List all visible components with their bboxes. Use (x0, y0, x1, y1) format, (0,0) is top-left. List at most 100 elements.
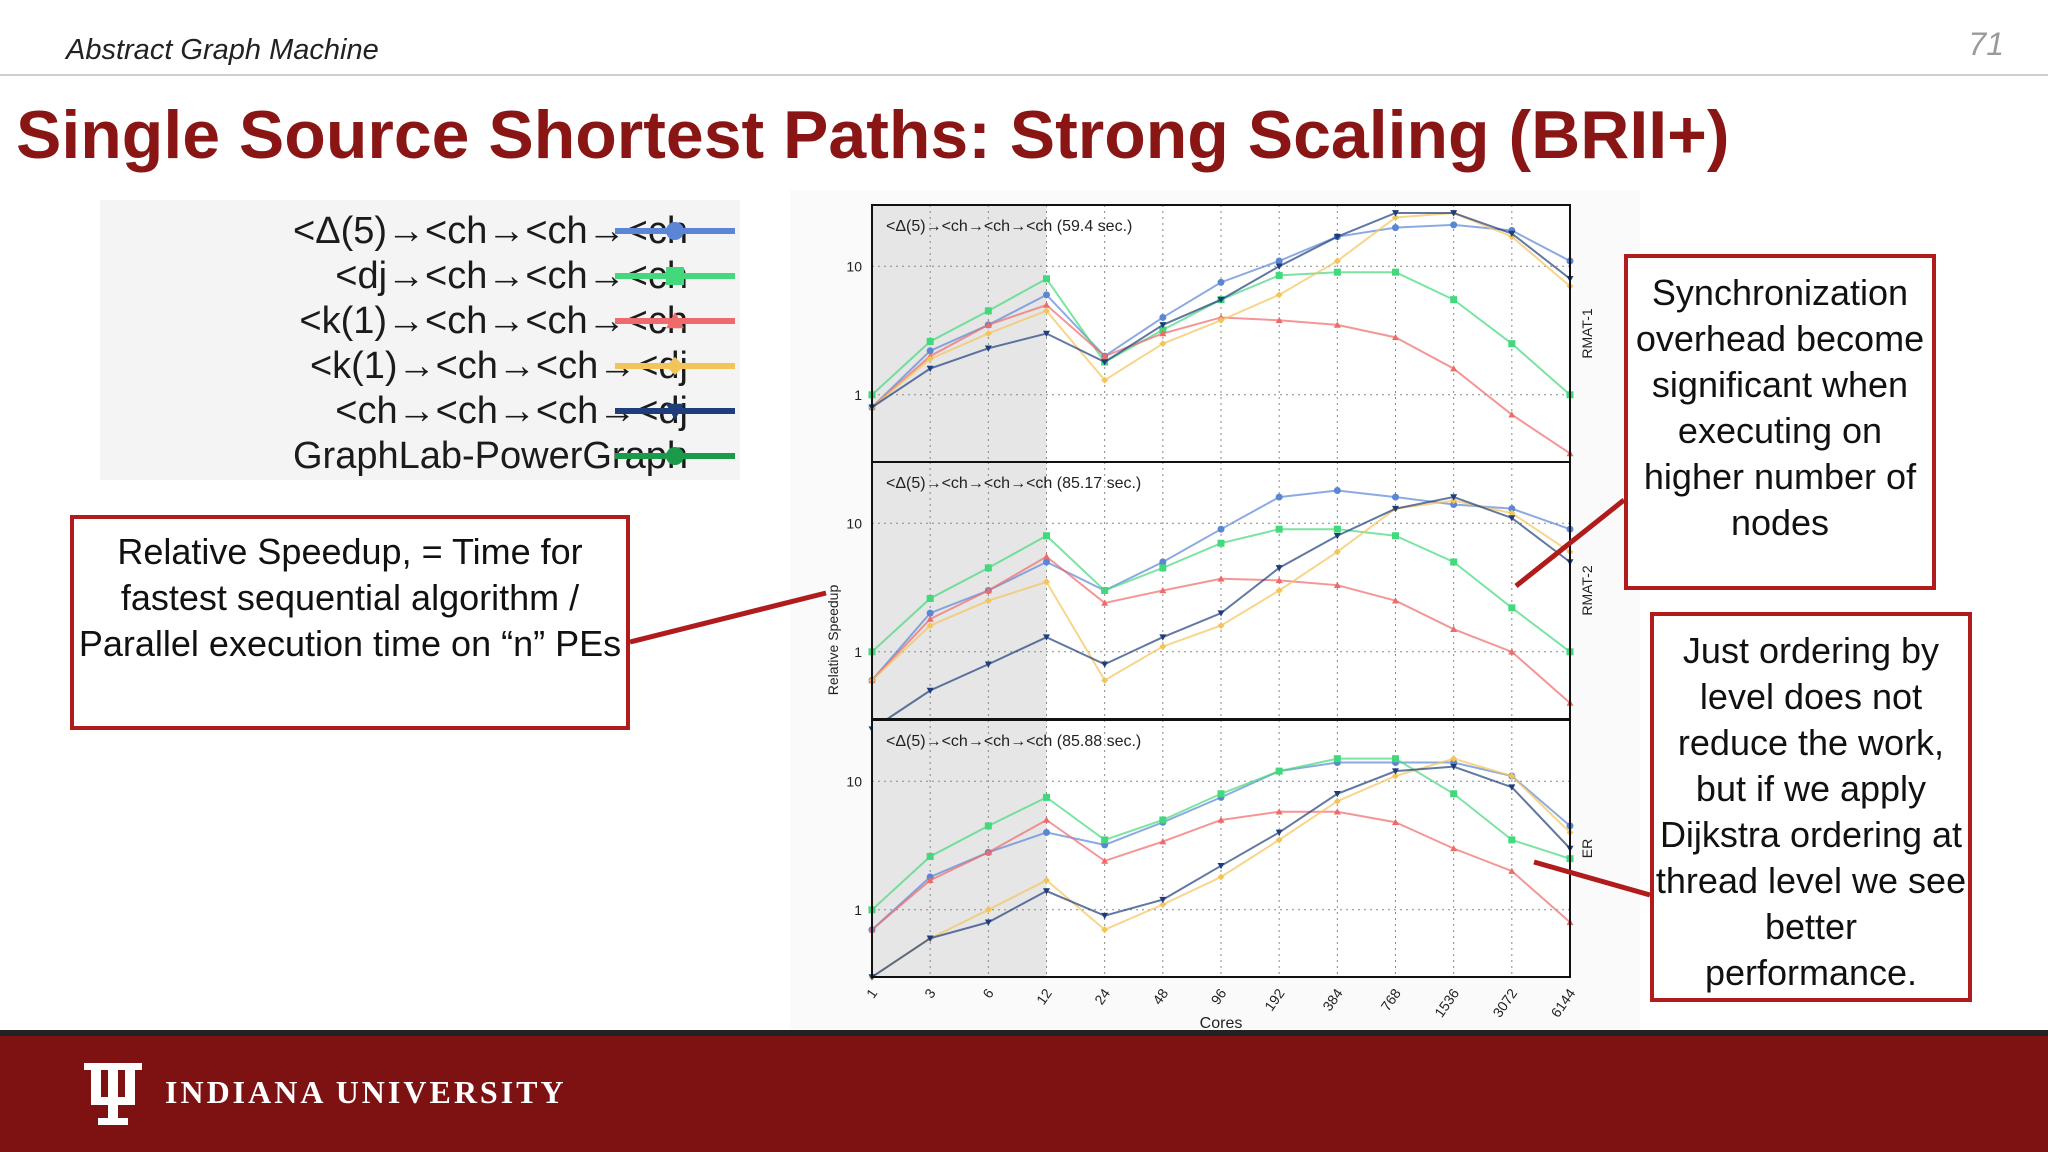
chart-legend: <Δ(5)→<ch→<ch→<ch <dj→<ch→<ch→<ch <k(1)→<c… (100, 200, 740, 480)
chart-panel-rmat-1: 1 10 <Δ(5)→<ch→<ch→<ch (59.4 sec.) RMAT-1 (846, 204, 1595, 463)
data-point (1333, 548, 1341, 556)
data-point (1450, 221, 1458, 229)
legend-marker (666, 447, 684, 465)
sync-callout: Synchronization overhead become signific… (1624, 254, 1936, 590)
shaded-region (872, 205, 1047, 462)
data-point (1450, 497, 1458, 505)
data-point (1159, 558, 1167, 566)
y-tick-label: 1 (854, 644, 862, 660)
data-point (1159, 896, 1167, 904)
deck-subtitle: Abstract Graph Machine (66, 34, 379, 66)
data-point (1043, 793, 1050, 801)
data-point (1333, 487, 1341, 495)
data-point (1159, 322, 1167, 329)
page-number: 71 (1968, 26, 2004, 62)
data-point (1392, 224, 1399, 232)
x-tick-label: 24 (1091, 985, 1113, 1007)
data-point (1275, 836, 1283, 844)
data-point (926, 687, 934, 694)
panel-label: RMAT-2 (1579, 565, 1595, 616)
data-point (1508, 772, 1516, 780)
data-point (1392, 597, 1399, 604)
x-tick-label: 1 (863, 985, 881, 1001)
shaded-region (872, 720, 1047, 977)
data-point (1159, 587, 1167, 594)
data-point (984, 564, 992, 572)
data-point (1043, 301, 1050, 308)
data-point (984, 919, 992, 926)
data-point (1043, 578, 1050, 586)
data-point (1275, 316, 1283, 324)
data-point (1333, 581, 1341, 588)
data-point (1217, 525, 1225, 533)
data-point (1043, 307, 1050, 315)
data-point (1333, 257, 1341, 265)
legend-swatch (615, 222, 735, 240)
data-point (1159, 642, 1167, 650)
data-point (1392, 532, 1399, 540)
data-point (1043, 330, 1050, 337)
data-point (926, 347, 934, 355)
legend-swatch (615, 357, 735, 375)
data-point (1508, 836, 1516, 844)
data-point (1333, 808, 1341, 815)
data-point (1217, 575, 1225, 582)
legend-marker (666, 403, 684, 420)
data-point (1333, 790, 1341, 798)
data-point (1450, 845, 1458, 852)
data-point (1275, 767, 1283, 775)
data-point (1275, 291, 1283, 299)
data-point (1508, 411, 1516, 418)
panel-annotation: <Δ(5)→<ch→<ch→<ch (85.88 sec.) (886, 733, 1141, 750)
data-point (1508, 867, 1516, 874)
data-point (1217, 278, 1225, 286)
data-point (1159, 900, 1167, 908)
data-point (1333, 797, 1341, 805)
panel-label: ER (1579, 839, 1595, 858)
legend-marker (666, 312, 684, 329)
data-point (1275, 271, 1283, 279)
data-point (1333, 268, 1341, 276)
data-point (1450, 755, 1458, 763)
data-point (1508, 505, 1516, 513)
x-tick-label: 96 (1207, 985, 1229, 1007)
data-point (1392, 333, 1399, 341)
data-point (926, 622, 934, 630)
data-point (926, 615, 934, 622)
data-point (1217, 622, 1225, 630)
data-point (1392, 505, 1399, 513)
data-point (1159, 313, 1167, 321)
data-point (1043, 876, 1050, 884)
data-point (984, 661, 992, 668)
data-point (1217, 863, 1225, 870)
chart-panel-rmat-2: 1 10 <Δ(5)→<ch→<ch→<ch (85.17 sec.) RMAT-2 (846, 461, 1595, 733)
data-point (1159, 326, 1167, 334)
data-point (1101, 912, 1109, 920)
data-point (1392, 210, 1399, 217)
y-tick-label: 10 (846, 258, 862, 274)
legend-entry: <Δ(5)→<ch→<ch→<ch (100, 208, 740, 254)
data-point (1275, 493, 1283, 501)
data-point (926, 876, 934, 883)
legend-entry: <dj→<ch→<ch→<ch (100, 253, 740, 299)
data-point (1275, 257, 1283, 265)
header-divider (0, 74, 2048, 76)
data-point (926, 337, 934, 345)
x-tick-label: 384 (1319, 985, 1346, 1013)
data-point (1450, 763, 1458, 771)
data-point (1101, 352, 1109, 359)
data-point (1450, 210, 1458, 217)
data-point (1159, 816, 1167, 824)
data-point (1043, 553, 1050, 560)
data-point (1508, 515, 1516, 522)
data-point (1333, 755, 1341, 763)
data-point (1101, 836, 1109, 844)
data-point (1508, 604, 1516, 612)
data-point (1043, 532, 1050, 540)
x-tick-label: 3 (921, 985, 939, 1001)
data-point (1275, 576, 1283, 584)
data-point (1101, 926, 1109, 934)
chart-panel-er: 1 10 <Δ(5)→<ch→<ch→<ch (85.88 sec.) ER (846, 719, 1595, 981)
panel-frame (871, 719, 1571, 978)
data-point (926, 609, 934, 617)
